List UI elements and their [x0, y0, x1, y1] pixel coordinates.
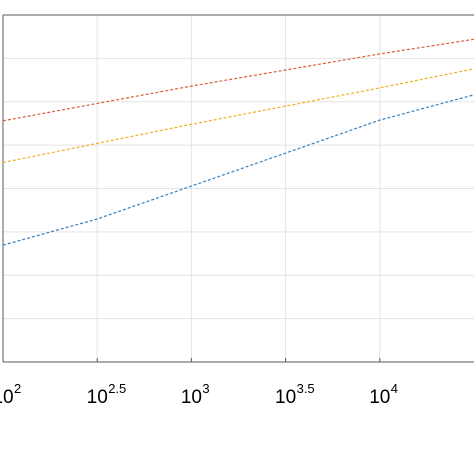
series-line-2 [2, 68, 474, 164]
x-tick-label-exponent: 2 [14, 381, 21, 396]
x-tick-label: 10 3 [181, 381, 210, 408]
x-tick-label: 102 [0, 381, 21, 408]
x-tick-label-base: 10 [275, 387, 296, 408]
x-tick-label-base: 10 [181, 387, 202, 408]
x-tick-label-exponent: 2.5 [108, 381, 126, 396]
x-tick-label-exponent: 4 [391, 381, 398, 396]
plot-frame [2, 14, 474, 363]
grid [2, 15, 474, 362]
series-lines [2, 38, 474, 246]
x-tick-label-base: 10 [369, 387, 390, 408]
x-tick-label-exponent: 3.5 [297, 381, 315, 396]
x-tick-label-base: 10 [87, 387, 108, 408]
x-tick-label-base: 10 [0, 387, 14, 408]
x-tick-label: 10 3.5 [275, 381, 315, 408]
x-tick-label: 10 2.5 [87, 381, 127, 408]
x-tick-label-exponent: 3 [202, 381, 209, 396]
x-tick-label: 10 4 [369, 381, 398, 408]
series-line-3 [2, 94, 474, 246]
series-line-1 [2, 38, 474, 122]
